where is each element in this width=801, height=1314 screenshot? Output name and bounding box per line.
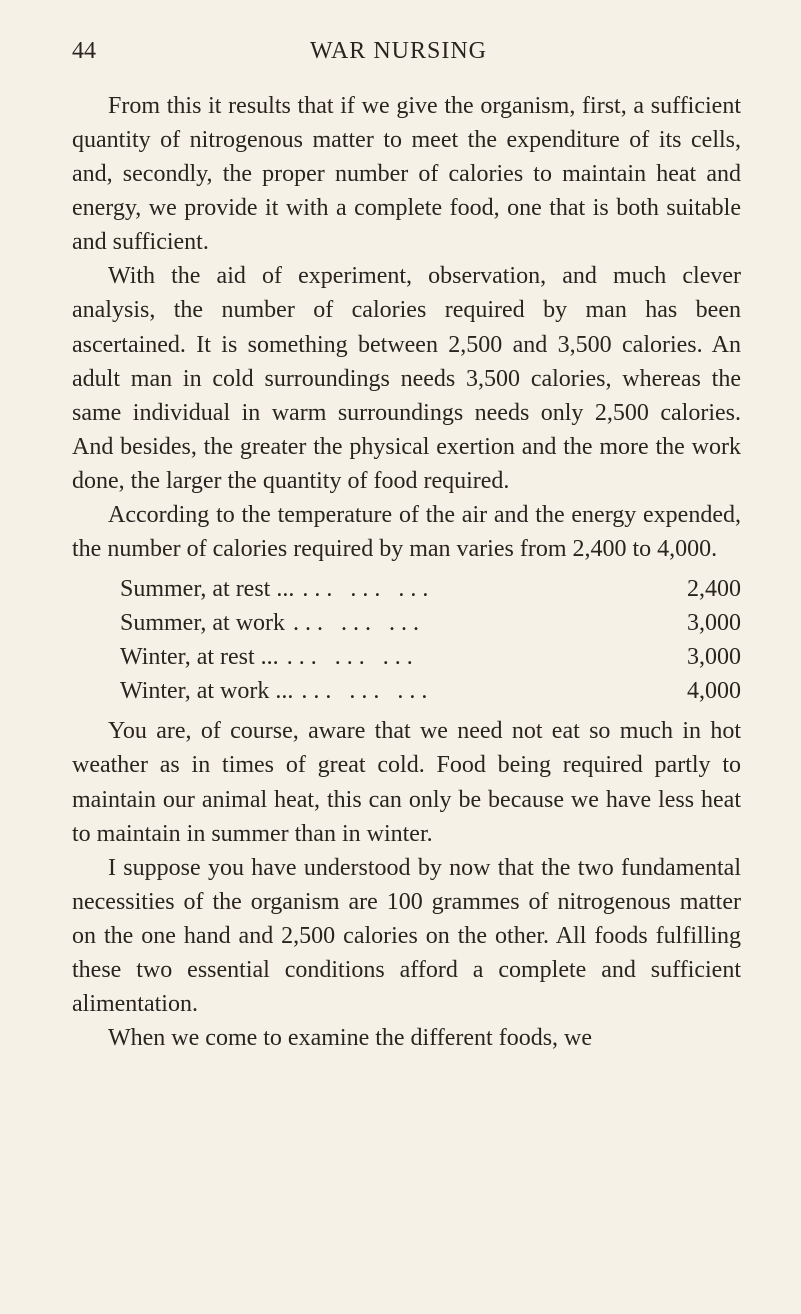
page-number: 44 [72, 38, 96, 65]
table-row: Summer, at work ... ... ... 3,000 [120, 606, 741, 640]
row-dots: ... ... ... [293, 674, 671, 708]
table-row: Winter, at work ... ... ... ... 4,000 [120, 674, 741, 708]
table-row: Winter, at rest ... ... ... ... 3,000 [120, 640, 741, 674]
row-label: Summer, at work [120, 606, 285, 640]
body-text: From this it results that if we give the… [72, 89, 741, 1055]
calorie-table: Summer, at rest ... ... ... ... 2,400 Su… [120, 572, 741, 708]
paragraph-4: You are, of course, aware that we need n… [72, 714, 741, 850]
row-value: 4,000 [671, 674, 741, 708]
paragraph-2: With the aid of experiment, observation,… [72, 259, 741, 498]
paragraph-3: According to the temperature of the air … [72, 498, 741, 566]
row-label: Winter, at work ... [120, 674, 293, 708]
row-label: Summer, at rest ... [120, 572, 294, 606]
row-dots: ... ... ... [285, 606, 671, 640]
row-value: 2,400 [671, 572, 741, 606]
document-page: 44 WAR NURSING From this it results that… [0, 0, 801, 1314]
page-header: 44 WAR NURSING [72, 38, 741, 65]
row-label: Winter, at rest ... [120, 640, 279, 674]
row-dots: ... ... ... [294, 572, 671, 606]
row-value: 3,000 [671, 606, 741, 640]
running-title: WAR NURSING [96, 38, 701, 65]
paragraph-6: When we come to examine the different fo… [72, 1021, 741, 1055]
paragraph-5: I suppose you have understood by now tha… [72, 851, 741, 1021]
table-row: Summer, at rest ... ... ... ... 2,400 [120, 572, 741, 606]
paragraph-1: From this it results that if we give the… [72, 89, 741, 259]
row-dots: ... ... ... [279, 640, 671, 674]
row-value: 3,000 [671, 640, 741, 674]
